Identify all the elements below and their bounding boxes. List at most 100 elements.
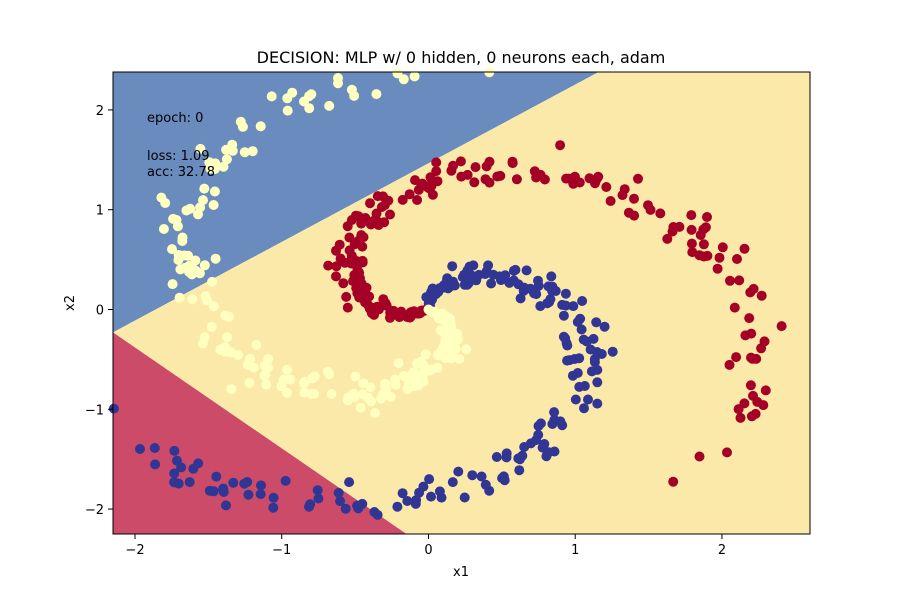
data-point-class-0 [547, 419, 558, 429]
data-point-class-2 [371, 89, 382, 100]
data-point-class-0 [135, 444, 145, 454]
data-point-class-2 [208, 301, 219, 312]
data-point-class-0 [549, 407, 560, 418]
data-point-class-1 [365, 198, 375, 209]
data-point-class-1 [698, 239, 709, 250]
data-point-class-2 [446, 353, 457, 364]
y-tick-label: 1 [96, 204, 104, 219]
data-point-class-2 [298, 378, 309, 389]
data-point-class-2 [210, 253, 221, 264]
data-point-class-2 [206, 321, 217, 332]
data-point-class-0 [402, 496, 413, 506]
data-point-class-1 [605, 196, 616, 206]
data-point-class-0 [596, 349, 607, 359]
data-point-class-2 [342, 395, 353, 406]
data-point-class-1 [569, 171, 580, 182]
data-point-class-2 [207, 276, 218, 287]
data-point-class-0 [453, 466, 464, 477]
data-point-class-1 [756, 290, 767, 301]
data-point-class-1 [633, 173, 643, 184]
data-point-class-0 [576, 324, 587, 335]
decision-regions [113, 72, 810, 534]
data-point-class-1 [694, 451, 705, 462]
data-point-class-0 [599, 321, 610, 332]
data-point-class-1 [507, 156, 518, 167]
data-point-class-0 [353, 503, 364, 514]
data-point-class-0 [442, 273, 453, 284]
x-tick-label: −1 [272, 543, 291, 558]
data-point-class-0 [436, 492, 447, 503]
data-point-class-0 [557, 420, 568, 431]
data-point-class-0 [335, 496, 346, 507]
data-point-class-1 [748, 283, 759, 294]
data-point-class-0 [467, 470, 478, 481]
data-point-class-1 [729, 302, 740, 313]
data-point-class-2 [282, 364, 293, 375]
data-point-class-0 [607, 346, 618, 357]
data-point-class-0 [150, 459, 161, 470]
data-point-class-1 [462, 169, 473, 180]
data-point-class-2 [259, 360, 270, 371]
data-point-class-0 [549, 446, 560, 457]
data-point-class-1 [725, 275, 735, 286]
data-point-class-1 [735, 412, 746, 423]
data-point-class-2 [324, 369, 335, 380]
data-point-class-2 [287, 87, 298, 98]
data-point-class-0 [108, 403, 119, 414]
data-point-class-2 [255, 121, 266, 132]
data-point-class-1 [417, 178, 428, 189]
data-point-class-1 [686, 210, 697, 221]
data-point-class-2 [208, 200, 219, 210]
data-point-class-2 [156, 192, 167, 203]
data-point-class-2 [333, 73, 343, 83]
data-point-class-0 [397, 488, 408, 499]
data-point-class-2 [158, 224, 169, 234]
data-point-class-2 [247, 146, 258, 157]
data-point-class-2 [409, 71, 420, 82]
data-point-class-1 [750, 408, 761, 419]
data-point-class-0 [592, 398, 603, 409]
data-point-class-0 [560, 288, 571, 299]
data-point-class-1 [629, 193, 639, 204]
data-point-class-0 [501, 452, 512, 463]
data-point-class-2 [370, 408, 380, 418]
data-point-class-1 [629, 210, 640, 221]
data-point-class-2 [204, 157, 215, 168]
data-point-class-1 [686, 238, 697, 249]
data-point-class-0 [204, 485, 215, 496]
data-point-class-1 [431, 157, 442, 168]
data-point-class-1 [555, 140, 566, 151]
data-point-class-2 [259, 370, 270, 381]
data-point-class-0 [169, 445, 180, 456]
data-point-class-2 [199, 183, 210, 194]
data-point-class-1 [334, 239, 345, 250]
data-point-class-1 [342, 302, 353, 313]
data-point-class-2 [366, 396, 376, 407]
data-point-class-0 [541, 451, 552, 462]
data-point-class-0 [519, 442, 530, 452]
data-point-class-2 [392, 68, 403, 79]
data-point-class-0 [486, 278, 497, 289]
data-point-class-1 [745, 380, 756, 391]
data-point-class-1 [470, 162, 481, 173]
y-axis-ticks: −2 −1 0 1 2 [85, 104, 113, 518]
data-point-class-0 [340, 503, 351, 514]
data-point-class-0 [280, 475, 291, 486]
data-point-class-1 [758, 400, 769, 411]
data-point-class-1 [484, 156, 495, 167]
data-point-class-0 [184, 477, 195, 488]
data-point-class-1 [404, 189, 415, 200]
data-point-class-1 [732, 254, 742, 264]
data-point-class-0 [514, 454, 525, 465]
data-point-class-0 [550, 286, 561, 296]
data-point-class-1 [480, 174, 491, 185]
data-point-class-0 [510, 264, 521, 275]
y-tick-label: 0 [96, 303, 104, 318]
data-point-class-2 [195, 143, 206, 154]
plot-frame [112, 71, 811, 535]
data-point-class-0 [239, 478, 250, 489]
data-point-class-1 [455, 156, 466, 167]
data-point-class-2 [326, 389, 337, 400]
data-point-class-0 [521, 265, 532, 276]
data-point-class-0 [333, 487, 344, 498]
